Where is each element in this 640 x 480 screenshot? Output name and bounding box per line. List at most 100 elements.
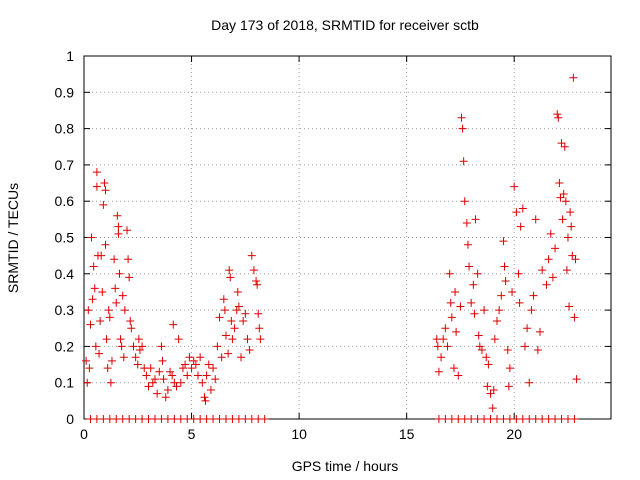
data-point [483,382,492,391]
data-point [437,353,446,362]
data-point [247,251,256,260]
x-tick-label: 10 [291,426,307,442]
data-point [488,404,497,413]
data-point [443,342,452,351]
data-point [516,222,525,231]
data-point [104,306,113,315]
data-point [536,327,545,336]
y-tick-label: 0.3 [55,302,75,318]
data-point [185,353,194,362]
data-point [92,182,101,191]
data-point [447,313,456,322]
data-point [219,295,228,304]
data-point [477,346,486,355]
data-point [92,168,101,177]
data-point [142,371,151,380]
data-point [163,385,172,394]
data-point [202,371,211,380]
data-point [471,215,480,224]
data-point [515,298,524,307]
data-point [215,313,224,322]
data-point [189,356,198,365]
data-point [563,233,572,242]
data-point [237,353,246,362]
data-point [508,287,517,296]
data-point [556,193,565,202]
data-point [157,342,166,351]
plot-frame [83,55,612,420]
data-point [572,375,581,384]
data-point [527,306,536,315]
data-point [482,353,491,362]
data-point [161,393,170,402]
data-point [459,157,468,166]
data-point [225,266,234,275]
data-point [187,364,196,373]
data-point [489,385,498,394]
y-tick-label: 0.4 [55,266,75,282]
data-point [439,335,448,344]
x-tick-labels: 0 5 10 15 20 [80,426,522,442]
x-tick-label: 20 [506,426,522,442]
data-point [463,240,472,249]
data-point [451,287,460,296]
data-point [457,113,466,122]
data-point [449,364,458,373]
data-point [124,255,133,264]
data-point [194,371,203,380]
data-point [559,189,568,198]
data-point [191,360,200,369]
data-point [490,335,499,344]
data-point [159,375,168,384]
data-point [445,269,454,278]
data-point [144,382,153,391]
x-axis-label: GPS time / hours [292,458,399,474]
data-point [127,324,136,333]
data-point [200,393,209,402]
data-point [232,306,241,315]
data-point [196,353,205,362]
data-point [520,342,529,351]
data-point [103,364,112,373]
data-point [230,324,239,333]
data-point [557,139,566,148]
data-point [492,316,501,325]
data-point [454,371,463,380]
data-point [91,342,100,351]
data-point [555,179,564,188]
data-point [158,356,167,365]
data-point [150,375,159,384]
y-tick-label: 0 [66,411,74,427]
data-point [458,124,467,133]
data-point [239,316,248,325]
data-point [497,291,506,300]
x-tick-label: 15 [399,426,415,442]
data-point [484,360,493,369]
data-point [95,349,104,358]
data-point [113,211,122,220]
data-point [166,367,175,376]
y-tick-label: 0.2 [55,338,75,354]
y-tick-labels: 0 0.1 0.2 0.3 0.4 0.5 0.6 0.7 0.8 0.9 1 [55,48,75,427]
data-point [169,320,178,329]
data-point [548,273,557,282]
data-point [570,415,579,423]
data-point [217,353,226,362]
data-point [542,280,551,289]
data-point [209,364,218,373]
data-point [473,269,482,278]
data-point [562,266,571,275]
data-point [126,316,135,325]
data-point [571,255,580,264]
data-point [172,382,181,391]
data-point [135,346,144,355]
data-point [117,342,126,351]
data-point [181,360,190,369]
data-point [570,313,579,322]
data-point [533,346,542,355]
data-point [256,335,265,344]
data-point [467,298,476,307]
data-point [495,306,504,315]
data-point [452,327,461,336]
